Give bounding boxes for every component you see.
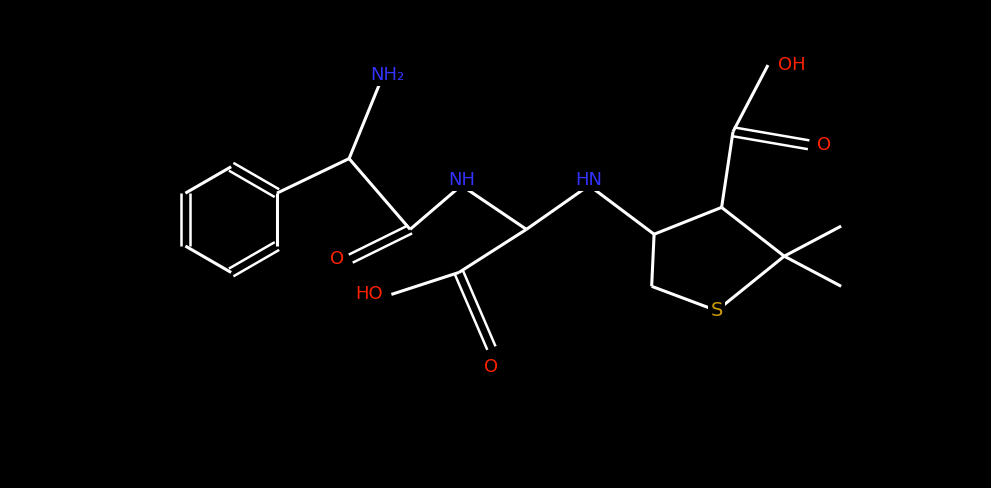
Text: O: O [817, 136, 830, 154]
Text: NH₂: NH₂ [371, 66, 404, 84]
Text: O: O [485, 358, 498, 376]
Text: O: O [330, 250, 344, 267]
Text: S: S [711, 301, 722, 320]
Text: NH: NH [448, 171, 475, 189]
Text: OH: OH [778, 56, 806, 74]
Text: HN: HN [576, 171, 603, 189]
Text: HO: HO [356, 285, 384, 304]
